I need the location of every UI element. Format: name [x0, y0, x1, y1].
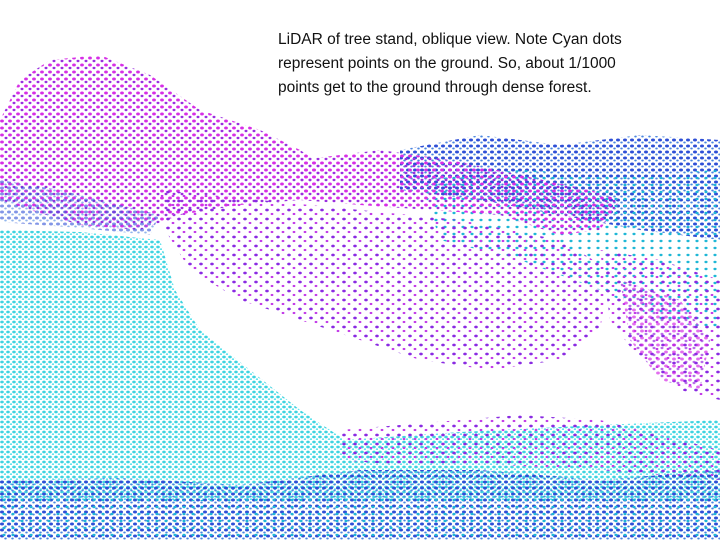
- tree-canopy: [0, 180, 160, 235]
- caption-line: represent points on the ground. So, abou…: [278, 55, 616, 72]
- tree-canopy: [0, 55, 330, 230]
- caption-backdrop: [270, 20, 670, 102]
- ground-points: [0, 495, 720, 540]
- tree-canopy: [300, 150, 620, 235]
- understory: [340, 415, 720, 480]
- caption-line: LiDAR of tree stand, oblique view. Note …: [278, 31, 622, 48]
- caption-line: points get to the ground through dense f…: [278, 79, 592, 96]
- tree-canopy: [620, 280, 710, 390]
- tree-canopy: [160, 190, 610, 370]
